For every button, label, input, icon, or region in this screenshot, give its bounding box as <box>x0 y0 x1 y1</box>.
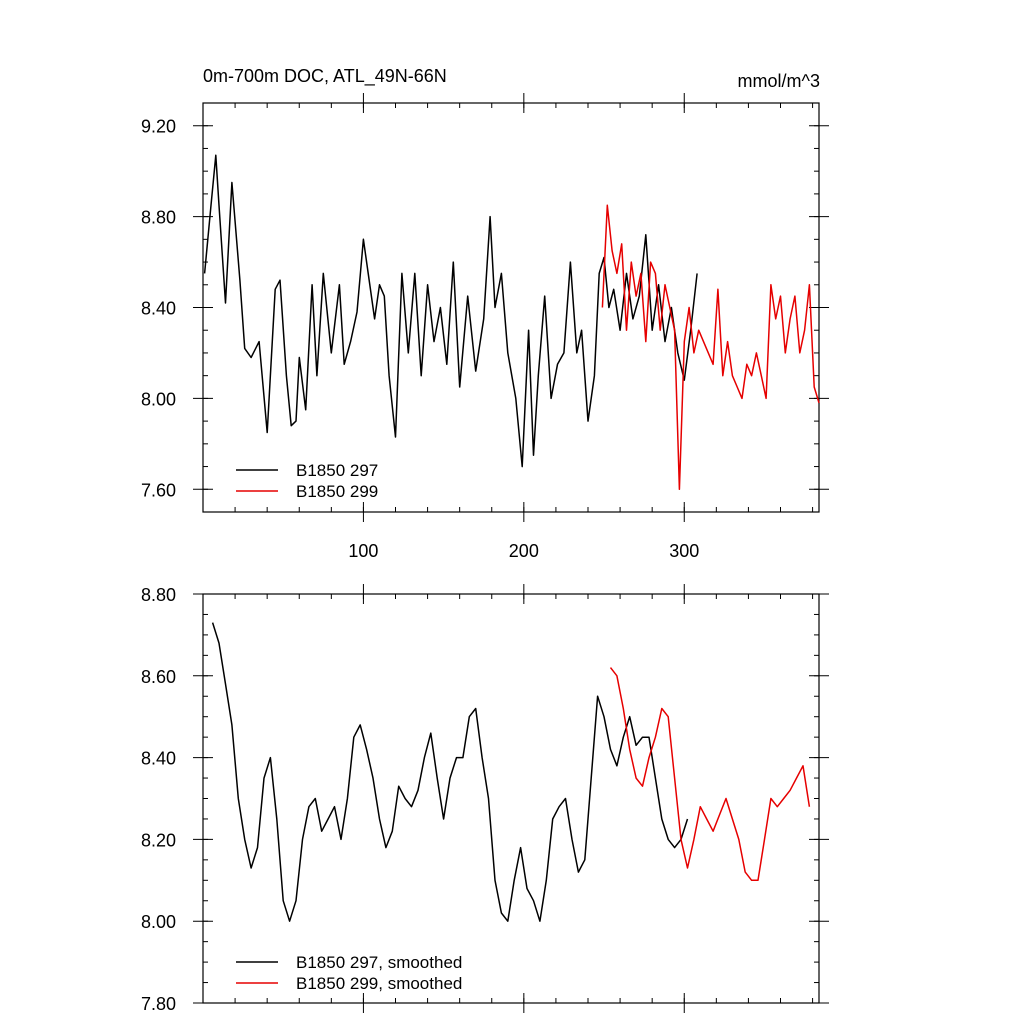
bottom-series-line-b1850-299-smoothed <box>609 667 811 882</box>
bottom-legend: B1850 297, smoothed B1850 299, smoothed <box>236 953 462 993</box>
bottom-y-tick-label: 8.00 <box>141 912 176 932</box>
legend-label-b1850-297-smoothed: B1850 297, smoothed <box>296 953 462 972</box>
top-x-tick-label: 100 <box>348 541 378 561</box>
top-y-tick-label: 8.80 <box>141 208 176 228</box>
legend-label-b1850-297: B1850 297 <box>296 461 378 480</box>
bottom-series-line-b1850-297-smoothed <box>211 622 689 922</box>
legend-label-b1850-299-smoothed: B1850 299, smoothed <box>296 974 462 993</box>
bottom-y-tick-label: 7.80 <box>141 994 176 1014</box>
top-y-tick-label: 8.40 <box>141 299 176 319</box>
bottom-y-tick-label: 8.40 <box>141 749 176 769</box>
top-legend: B1850 297 B1850 299 <box>236 461 378 501</box>
top-x-tick-label: 200 <box>509 541 539 561</box>
bottom-y-tick-label: 8.20 <box>141 830 176 850</box>
chart-title: 0m-700m DOC, ATL_49N-66N <box>203 66 447 87</box>
top-series-line-b1850-297 <box>203 154 698 468</box>
top-x-tick-label: 300 <box>669 541 699 561</box>
legend-label-b1850-299: B1850 299 <box>296 482 378 501</box>
units-label: mmol/m^3 <box>738 71 820 91</box>
bottom-y-tick-label: 8.80 <box>141 585 176 605</box>
bottom-plot-area: 7.80 8.00 8.20 8.40 8.60 8.80 <box>141 584 829 1014</box>
top-y-tick-label: 7.60 <box>141 480 176 500</box>
top-y-tick-label: 9.20 <box>141 117 176 137</box>
bottom-y-tick-label: 8.60 <box>141 667 176 687</box>
top-plot-frame <box>202 102 820 513</box>
top-series-line-b1850-299 <box>601 204 820 491</box>
top-plot-area: 7.60 8.00 8.40 8.80 9.20 100 200 300 <box>141 93 829 561</box>
top-y-tick-label: 8.00 <box>141 389 176 409</box>
